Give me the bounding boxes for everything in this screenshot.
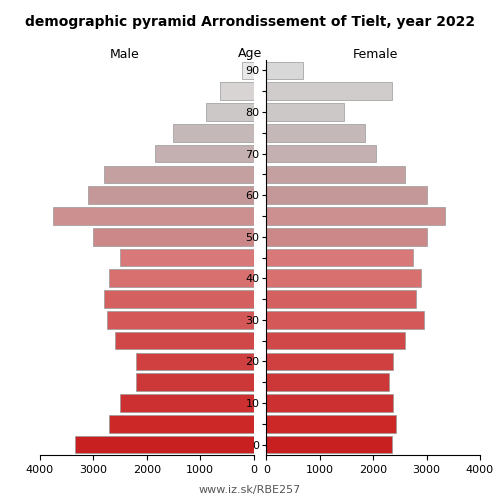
Bar [110, 270, 254, 287]
Bar [266, 374, 389, 391]
Bar [266, 82, 392, 100]
Text: Age: Age [238, 48, 262, 60]
Bar [104, 166, 254, 183]
Bar [266, 415, 396, 432]
Bar [136, 374, 254, 391]
Bar [266, 352, 394, 370]
Bar [266, 248, 414, 266]
Bar [136, 352, 254, 370]
Bar [106, 311, 254, 328]
Bar [94, 228, 254, 246]
Bar [104, 290, 254, 308]
Bar [266, 311, 424, 328]
Bar [266, 166, 405, 183]
Bar [155, 144, 254, 162]
Bar [242, 62, 254, 79]
Bar [266, 394, 394, 412]
Bar [174, 124, 254, 142]
Bar [266, 144, 376, 162]
Bar [110, 415, 254, 432]
Bar [120, 394, 254, 412]
Bar [266, 207, 446, 225]
Bar [266, 290, 416, 308]
Bar [266, 436, 392, 454]
Bar [266, 186, 426, 204]
Bar [266, 228, 426, 246]
Bar [266, 62, 302, 79]
Bar [74, 436, 254, 454]
Bar [266, 332, 405, 349]
Bar [206, 103, 254, 121]
Text: Female: Female [352, 48, 398, 60]
Text: demographic pyramid Arrondissement of Tielt, year 2022: demographic pyramid Arrondissement of Ti… [25, 15, 475, 29]
Bar [220, 82, 254, 100]
Text: Male: Male [110, 48, 140, 60]
Bar [266, 270, 422, 287]
Bar [266, 124, 365, 142]
Bar [54, 207, 254, 225]
Bar [115, 332, 254, 349]
Bar [266, 103, 344, 121]
Text: www.iz.sk/RBE257: www.iz.sk/RBE257 [199, 485, 301, 495]
Bar [88, 186, 254, 204]
Bar [120, 248, 254, 266]
